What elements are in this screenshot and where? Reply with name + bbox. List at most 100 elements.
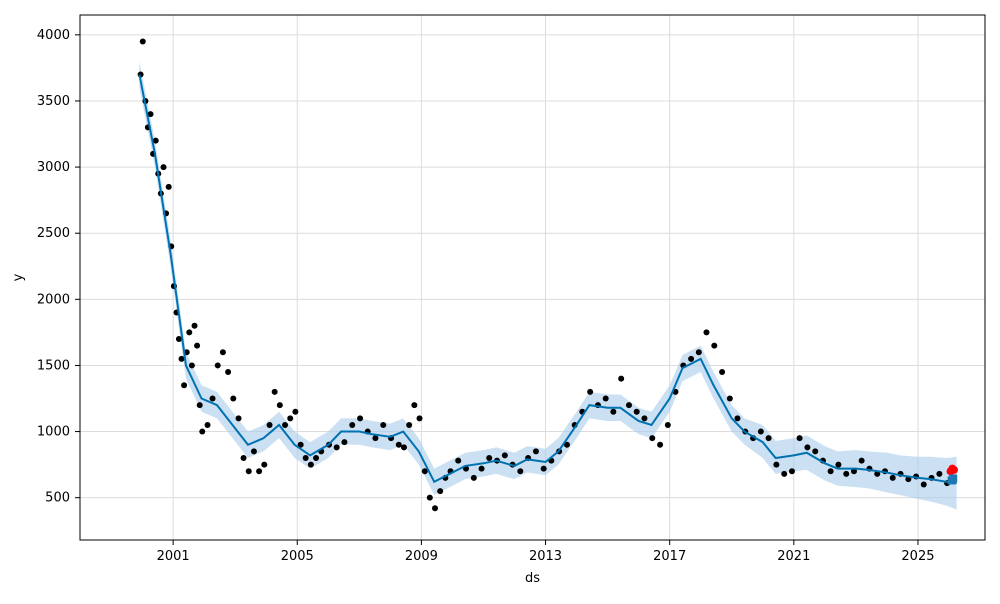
observed-point: [788, 468, 795, 475]
observed-point: [850, 468, 857, 475]
observed-point: [734, 415, 741, 422]
x-axis-ticks: 2001 2005 2009 2013 2017 2021 2025: [157, 540, 935, 564]
band-area: [139, 61, 957, 510]
observed-point: [199, 428, 206, 435]
observed-point: [641, 415, 648, 422]
observed-point: [287, 415, 294, 422]
observed-point: [610, 408, 617, 415]
observed-point: [421, 468, 428, 475]
observed-point: [563, 441, 570, 448]
observed-point: [416, 415, 423, 422]
forecast-end-marker: [949, 474, 958, 483]
observed-point: [532, 448, 539, 455]
observed-point: [349, 421, 356, 428]
observed-point: [719, 369, 726, 376]
highlight-point: [949, 465, 958, 474]
observed-point: [307, 461, 314, 468]
observed-point: [250, 448, 257, 455]
observed-point: [688, 355, 695, 362]
observed-point: [703, 329, 710, 336]
observed-point: [920, 481, 927, 488]
observed-point: [165, 183, 172, 190]
observed-point: [292, 408, 299, 415]
observed-point: [225, 369, 232, 376]
observed-point: [196, 402, 203, 409]
observed-point: [160, 164, 167, 171]
x-tick-label: 2013: [529, 549, 562, 564]
observed-point: [219, 349, 226, 356]
observed-point: [245, 468, 252, 475]
observed-point: [695, 349, 702, 356]
y-tick-label: 500: [45, 491, 70, 506]
y-axis-label: y: [11, 273, 26, 281]
observed-point: [178, 355, 185, 362]
x-tick-label: 2021: [777, 549, 810, 564]
observed-point: [540, 465, 547, 472]
observed-point: [587, 388, 594, 395]
observed-point: [297, 441, 304, 448]
highlight-points: [946, 464, 958, 485]
observed-point: [256, 468, 263, 475]
x-tick-label: 2005: [281, 549, 314, 564]
observed-point: [804, 444, 811, 451]
observed-point: [431, 505, 438, 512]
observed-point: [843, 470, 850, 477]
observed-point: [357, 415, 364, 422]
observed-point: [411, 402, 418, 409]
observed-point: [602, 395, 609, 402]
observed-point: [395, 441, 402, 448]
observed-point: [664, 421, 671, 428]
y-tick-label: 1500: [37, 358, 70, 373]
forecast-path: [138, 74, 957, 485]
observed-point: [478, 465, 485, 472]
observed-point: [858, 457, 865, 464]
observed-point: [618, 375, 625, 382]
y-tick-label: 3500: [37, 94, 70, 109]
observed-point: [282, 421, 289, 428]
observed-point: [835, 461, 842, 468]
plot-frame: [79, 14, 986, 541]
x-axis-label: ds: [525, 571, 540, 586]
observed-point: [139, 38, 146, 45]
observed-point: [380, 421, 387, 428]
observed-point: [486, 455, 493, 462]
observed-point: [188, 362, 195, 369]
observed-point: [406, 421, 413, 428]
y-tick-label: 2500: [37, 226, 70, 241]
x-tick-label: 2017: [653, 549, 686, 564]
observed-point: [400, 444, 407, 451]
observed-point: [625, 402, 632, 409]
x-tick-label: 2001: [157, 549, 190, 564]
observed-point: [649, 435, 656, 442]
observed-point: [455, 457, 462, 464]
observed-point: [812, 448, 819, 455]
confidence-band: [139, 61, 957, 510]
observed-point: [633, 408, 640, 415]
observed-point: [313, 455, 320, 462]
observed-point: [230, 395, 237, 402]
observed-point: [181, 382, 188, 389]
observed-point: [152, 137, 159, 144]
observed-point: [204, 421, 211, 428]
observed-point: [773, 461, 780, 468]
y-tick-label: 4000: [37, 28, 70, 43]
observed-point: [501, 452, 508, 459]
observed-point: [827, 468, 834, 475]
observed-point: [341, 439, 348, 446]
y-tick-label: 3000: [37, 160, 70, 175]
x-tick-label: 2009: [405, 549, 438, 564]
observed-point: [191, 322, 198, 329]
observed-point: [657, 441, 664, 448]
observed-point: [517, 468, 524, 475]
observed-point: [266, 421, 273, 428]
y-tick-label: 1000: [37, 425, 70, 440]
observed-point: [936, 470, 943, 477]
observed-point: [271, 388, 278, 395]
x-tick-label: 2025: [901, 549, 934, 564]
observed-point: [214, 362, 221, 369]
observed-point: [889, 474, 896, 481]
observed-point: [276, 402, 283, 409]
observed-point: [235, 415, 242, 422]
